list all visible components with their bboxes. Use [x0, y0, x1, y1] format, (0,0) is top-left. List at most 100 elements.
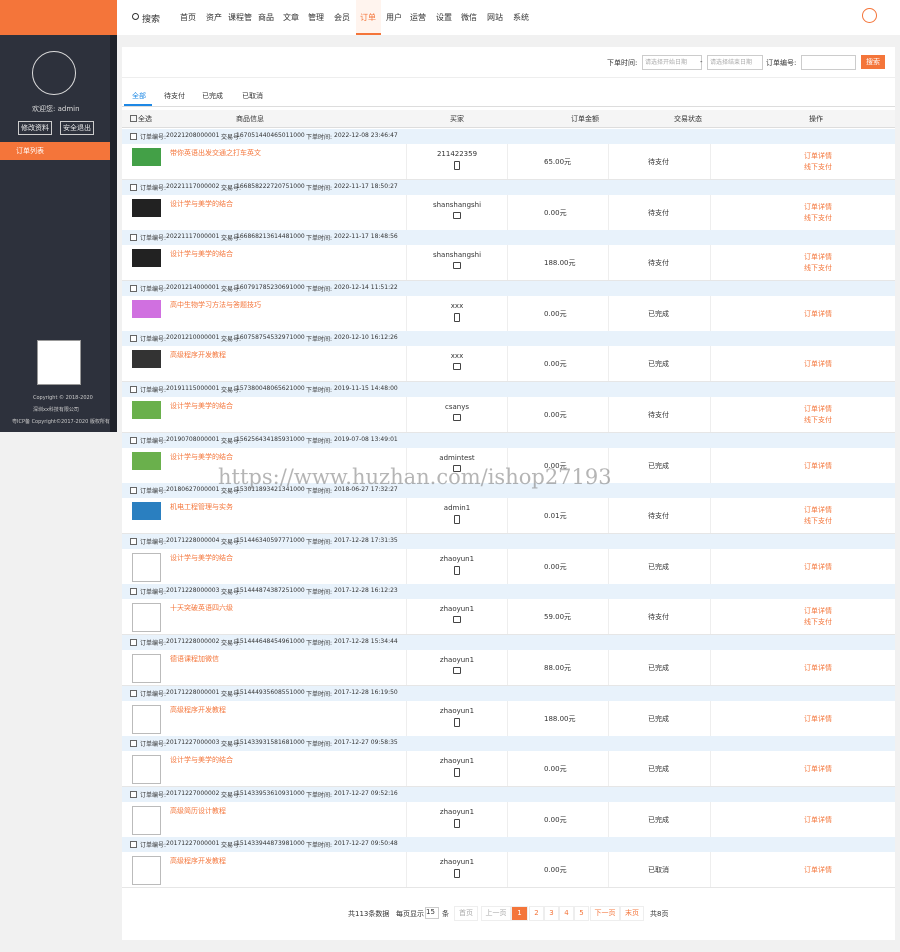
action-link[interactable]: 线下支付 — [804, 618, 832, 627]
checkbox[interactable] — [130, 790, 137, 798]
nav-item[interactable]: 微信 — [461, 13, 477, 22]
nav-item[interactable]: 课程管 — [228, 13, 252, 22]
checkbox[interactable] — [130, 689, 137, 697]
checkbox[interactable] — [130, 588, 137, 596]
nav-item[interactable]: 订单 — [360, 13, 376, 22]
action-link[interactable]: 订单详情 — [804, 815, 832, 824]
amount: 0.00元 — [544, 411, 567, 419]
sidebar-button[interactable]: 修改资料 — [18, 121, 52, 135]
product-name[interactable]: 高级程序开发教程 — [170, 351, 226, 360]
page-button[interactable]: 4 — [559, 906, 574, 921]
nav-item[interactable]: 文章 — [283, 13, 299, 22]
column-header: 订单金额 — [571, 115, 599, 123]
sidebar-button[interactable]: 安全退出 — [60, 121, 94, 135]
tab[interactable]: 待支付 — [164, 92, 185, 100]
action-link[interactable]: 订单详情 — [804, 714, 832, 723]
per-page-select[interactable]: 15 — [425, 907, 439, 919]
action-link[interactable]: 订单详情 — [804, 664, 832, 672]
product-name[interactable]: 高中生物学习方法与答题技巧 — [170, 300, 261, 309]
product-name[interactable]: 带你英语出发交通之打车英文 — [170, 149, 261, 157]
action-link[interactable]: 订单详情 — [804, 506, 832, 515]
page-button[interactable]: 首页 — [454, 906, 478, 921]
nav-item[interactable]: 运营 — [410, 13, 426, 22]
action-link[interactable]: 订单详情 — [804, 152, 832, 160]
order-input[interactable] — [801, 55, 856, 70]
action-link[interactable]: 线下支付 — [804, 517, 832, 526]
nav-item[interactable]: 会员 — [334, 13, 350, 22]
checkbox[interactable] — [130, 386, 137, 393]
checkbox[interactable] — [130, 133, 137, 140]
checkbox[interactable] — [130, 335, 137, 343]
nav-item[interactable]: 设置 — [436, 13, 452, 22]
search-link[interactable]: 搜索 — [142, 15, 161, 25]
action-link[interactable]: 订单详情 — [804, 461, 832, 470]
thumbnail — [132, 856, 161, 886]
action-link[interactable]: 订单详情 — [804, 607, 832, 616]
checkbox[interactable] — [130, 183, 137, 191]
checkbox[interactable] — [130, 537, 137, 545]
nav-item[interactable]: 系统 — [513, 13, 529, 22]
action-link[interactable]: 线下支付 — [804, 213, 832, 222]
checkbox[interactable] — [130, 740, 137, 748]
nav-item[interactable]: 资产 — [206, 13, 222, 22]
action-link[interactable]: 线下支付 — [804, 264, 832, 273]
row-label: 交易号: — [221, 235, 242, 243]
trade-no: 157380048065621000 — [236, 385, 305, 392]
nav-item[interactable]: 用户 — [386, 13, 402, 22]
date-input[interactable]: 请选择结束日期 — [707, 55, 763, 70]
tab[interactable]: 已取消 — [242, 92, 263, 100]
action-link[interactable]: 订单详情 — [804, 253, 832, 262]
cell-divider — [507, 498, 508, 534]
cell-divider — [710, 144, 711, 179]
checkbox[interactable] — [130, 234, 137, 242]
page-button[interactable]: 3 — [544, 906, 559, 921]
buyer: shanshangshi — [432, 200, 482, 209]
product-name[interactable]: 高级简历设计教程 — [170, 806, 226, 815]
user-icon[interactable] — [862, 8, 877, 23]
date-input[interactable]: 请选择开始日期 — [642, 55, 702, 70]
product-name[interactable]: 设计学与美学的结合 — [170, 553, 233, 562]
menu-item[interactable]: 订单列表 — [16, 147, 44, 155]
product-name[interactable]: 高级程序开发教程 — [170, 857, 226, 866]
nav-item[interactable]: 网站 — [487, 13, 503, 22]
product-name[interactable]: 设计学与美学的结合 — [170, 250, 233, 259]
action-link[interactable]: 订单详情 — [804, 866, 832, 875]
nav-item[interactable]: 商品 — [258, 13, 274, 22]
product-name[interactable]: 机电工程管理与实务 — [170, 503, 233, 512]
checkbox[interactable] — [130, 841, 137, 849]
page-button[interactable]: 1 — [511, 906, 528, 921]
checkbox[interactable] — [130, 639, 137, 646]
tab[interactable]: 全部 — [132, 92, 146, 100]
action-link[interactable]: 订单详情 — [804, 202, 832, 211]
nav-item[interactable]: 管理 — [308, 13, 324, 22]
action-link[interactable]: 订单详情 — [804, 765, 832, 774]
checkbox[interactable] — [130, 115, 137, 122]
action-link[interactable]: 订单详情 — [804, 562, 832, 571]
checkbox[interactable] — [130, 436, 137, 444]
product-name[interactable]: 高级程序开发教程 — [170, 705, 226, 714]
action-link[interactable]: 订单详情 — [804, 309, 832, 318]
nav-item[interactable]: 首页 — [180, 13, 196, 22]
page-button[interactable]: 末页 — [620, 906, 644, 921]
search-button[interactable]: 搜索 — [861, 55, 885, 69]
product-name[interactable]: 设计学与美学的结合 — [170, 756, 233, 765]
status: 已完成 — [648, 664, 669, 672]
action-link[interactable]: 线下支付 — [804, 416, 832, 424]
tab[interactable]: 已完成 — [202, 92, 223, 100]
row-label: 交易号: — [221, 488, 242, 496]
product-name[interactable]: 设计学与美学的结合 — [170, 199, 233, 208]
page-button[interactable]: 2 — [529, 906, 544, 921]
checkbox[interactable] — [130, 284, 137, 292]
page-button[interactable]: 上一页 — [481, 906, 511, 921]
product-name[interactable]: 设计学与美学的结合 — [170, 402, 233, 410]
action-link[interactable]: 订单详情 — [804, 405, 832, 413]
action-link[interactable]: 线下支付 — [804, 163, 832, 171]
order-time: 2022-11-17 18:48:56 — [334, 233, 398, 241]
page-button[interactable]: 下一页 — [590, 906, 620, 921]
action-link[interactable]: 订单详情 — [804, 360, 832, 369]
checkbox[interactable] — [130, 487, 137, 495]
product-name[interactable]: 十天突破英语四六级 — [170, 604, 233, 613]
page-button[interactable]: 5 — [574, 906, 589, 921]
product-name[interactable]: 德语课程加微信 — [170, 655, 219, 663]
product-name[interactable]: 设计学与美学的结合 — [170, 452, 233, 461]
